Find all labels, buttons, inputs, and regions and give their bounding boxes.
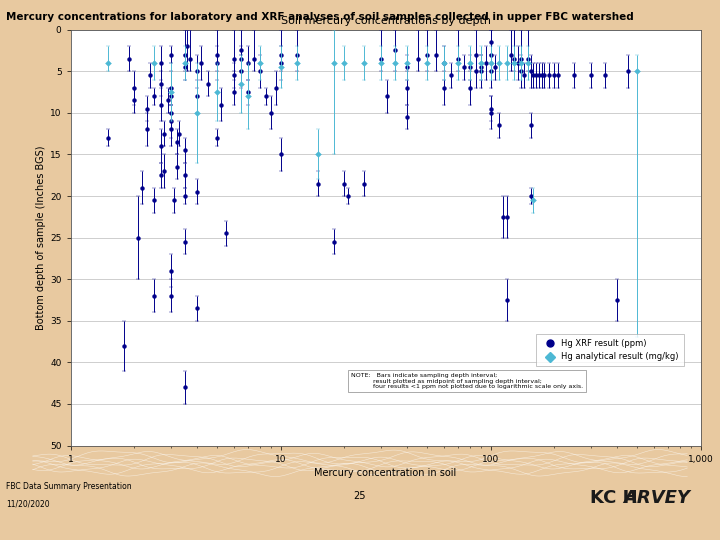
Title: Soil mercury concentrations by depth: Soil mercury concentrations by depth (281, 16, 490, 26)
Text: 11/20/2020: 11/20/2020 (6, 500, 50, 509)
Y-axis label: Bottom depth of sample (Inches BGS): Bottom depth of sample (Inches BGS) (36, 145, 46, 330)
Text: 25: 25 (354, 491, 366, 502)
Text: KC H: KC H (590, 489, 638, 507)
Legend: Hg XRF result (ppm), Hg analytical result (mg/kg): Hg XRF result (ppm), Hg analytical resul… (536, 334, 684, 367)
Text: Mercury concentrations for laboratory and XRF analyses of soil samples collected: Mercury concentrations for laboratory an… (6, 12, 634, 22)
Text: NOTE:   Bars indicate sampling depth interval;
           result plotted as midp: NOTE: Bars indicate sampling depth inter… (351, 373, 583, 389)
X-axis label: Mercury concentration in soil: Mercury concentration in soil (315, 468, 456, 478)
Text: ARVEY: ARVEY (623, 489, 690, 507)
Text: FBC Data Summary Presentation: FBC Data Summary Presentation (6, 482, 131, 491)
